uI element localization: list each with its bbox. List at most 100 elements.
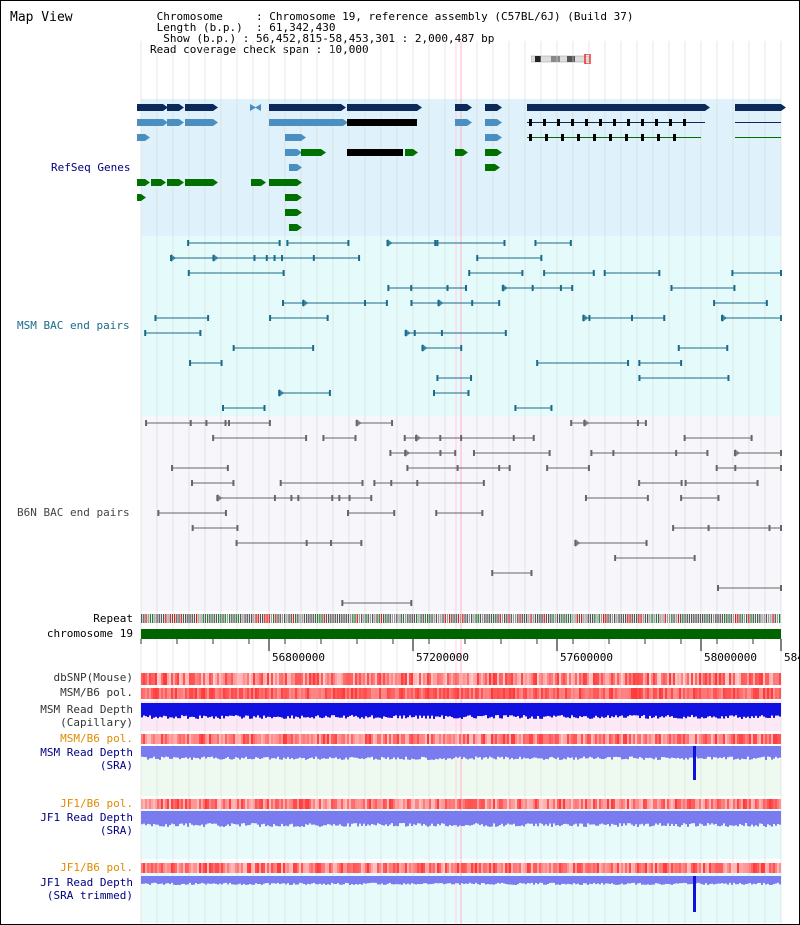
msm-sra-depth-bar: [227, 746, 229, 758]
msm-pol-heat-cell: [333, 688, 335, 699]
msm-sra-depth-bar: [539, 746, 541, 759]
repeat-mark: [517, 614, 519, 623]
refseq-track-label[interactable]: RefSeq Genes: [51, 161, 131, 174]
jf1-pol2-heat-cell: [213, 863, 215, 873]
jf1-pol2-heat-cell: [155, 863, 157, 873]
jf1-sra-depth-bar: [481, 811, 483, 825]
jf1-pol-heat-cell: [471, 799, 473, 809]
jf1-pol2-heat-cell: [231, 863, 233, 873]
msm-pol-heat-cell: [483, 688, 485, 699]
jf1-sra-depth-bar: [157, 811, 159, 825]
b6n-bac-track-label[interactable]: B6N BAC end pairs: [17, 506, 130, 519]
msm-pol-heat-cell: [413, 688, 415, 699]
jf1-sra-depth-bar: [253, 811, 255, 824]
jf1-sra-depth-bar: [303, 811, 305, 827]
msm-pol2-heat-cell: [683, 734, 685, 744]
msm-pol2-heat-cell: [383, 734, 385, 744]
msm-pol2-heat-cell: [431, 734, 433, 744]
msm-pol2-heat-cell: [537, 734, 539, 744]
jf1-pol-heat-cell: [329, 799, 331, 809]
jf1-pol2-heat-cell: [403, 863, 405, 873]
jf1-trimmed-depth-bar: [749, 876, 751, 883]
jf1-trimmed-depth-bar: [335, 876, 337, 885]
dbsnp-heat-cell: [275, 673, 277, 685]
msm-pol-heat-cell: [779, 688, 781, 699]
msm-capillary-depth-bar: [525, 703, 527, 717]
msm-pol2-heat-cell: [453, 734, 455, 744]
jf1-pol-heat-cell: [291, 799, 293, 809]
msm-pol-heat-cell: [465, 688, 467, 699]
jf1-trimmed-depth-bar: [209, 876, 211, 884]
jf1-pol-heat-cell: [513, 799, 515, 809]
msm-capillary-depth-bar: [445, 703, 447, 716]
refseq-gene-row1: [167, 104, 179, 111]
jf1-pol2-heat-cell: [477, 863, 479, 873]
jf1-pol-heat-cell: [533, 799, 535, 809]
msm-pol-heat-cell: [163, 688, 165, 699]
msm-pol2-heat-cell: [347, 734, 349, 744]
msm-pol2-heat-cell: [201, 734, 203, 744]
msm-sra-depth-bar: [739, 746, 741, 760]
msm-bac-track-label[interactable]: MSM BAC end pairs: [17, 319, 130, 332]
msm-sra-depth-bar: [463, 746, 465, 758]
jf1-pol-heat-cell: [157, 799, 159, 809]
jf1-trimmed-depth-bar: [327, 876, 329, 885]
msm-pol-heat-cell: [199, 688, 201, 699]
repeat-mark: [741, 614, 743, 623]
jf1-pol-heat-cell: [223, 799, 225, 809]
jf1-pol-heat-cell: [661, 799, 663, 809]
jf1-pol-heat-cell: [327, 799, 329, 809]
repeat-mark: [389, 614, 391, 623]
jf1-trimmed-depth-bar: [537, 876, 539, 885]
msm-sra-depth-bar: [309, 746, 311, 759]
msm-pol2-heat-cell: [163, 734, 165, 744]
msm-pol-heat-cell: [623, 688, 625, 699]
jf1-trimmed-depth-bar: [269, 876, 271, 885]
msm-sra-depth-bar: [621, 746, 623, 760]
msm-pol2-heat-cell: [749, 734, 751, 744]
msm-sra-depth-bar: [515, 746, 517, 759]
jf1-pol-heat-cell: [743, 799, 745, 809]
dbsnp-heat-cell: [493, 673, 495, 685]
jf1-pol-heat-cell: [343, 799, 345, 809]
repeat-mark: [396, 614, 398, 623]
repeat-mark: [746, 614, 748, 623]
jf1-pol2-heat-cell: [151, 863, 153, 873]
jf1-trimmed-depth-bar: [625, 876, 627, 885]
dbsnp-heat-cell: [663, 673, 665, 685]
msm-pol2-heat-cell: [619, 734, 621, 744]
msm-pol2-heat-cell: [319, 734, 321, 744]
jf1-trimmed-depth-bar: [655, 876, 657, 884]
msm-pol2-heat-cell: [693, 734, 695, 744]
dbsnp-heat-cell: [229, 673, 231, 685]
jf1-sra-depth-bar: [537, 811, 539, 827]
msm-capillary-depth-bar: [377, 703, 379, 718]
msm-capillary-depth-bar: [629, 703, 631, 716]
dbsnp-heat-cell: [379, 673, 381, 685]
jf1-pol2-heat-cell: [579, 863, 581, 873]
msm-sra-depth-bar: [337, 746, 339, 760]
msm-capillary-depth-bar: [189, 703, 191, 718]
msm-capillary-depth-bar: [211, 703, 213, 717]
msm-pol2-heat-cell: [753, 734, 755, 744]
msm-pol-heat-cell: [585, 688, 587, 699]
gene-strand-arrow: [250, 104, 256, 111]
msm-sra-depth-bar: [537, 746, 539, 759]
msm-pol-heat-cell: [695, 688, 697, 699]
msm-sra-depth-bar: [273, 746, 275, 759]
jf1-pol-heat-cell: [777, 799, 779, 809]
jf1-sra-depth-bar: [213, 811, 215, 824]
repeat-mark: [649, 614, 651, 623]
msm-pol2-heat-cell: [291, 734, 293, 744]
jf1-sra-depth-bar: [341, 811, 343, 826]
jf1-sra-depth-bar: [601, 811, 603, 824]
refseq-exon: [609, 134, 612, 141]
msm-pol2-heat-cell: [175, 734, 177, 744]
msm-sra-depth-bar: [385, 746, 387, 760]
jf1-pol2-heat-cell: [673, 863, 675, 873]
msm-pol-heat-cell: [741, 688, 743, 699]
jf1-pol2-heat-cell: [177, 863, 179, 873]
repeat-mark: [169, 614, 171, 623]
msm-sra-depth-bar: [363, 746, 365, 760]
jf1-pol2-heat-cell: [439, 863, 441, 873]
